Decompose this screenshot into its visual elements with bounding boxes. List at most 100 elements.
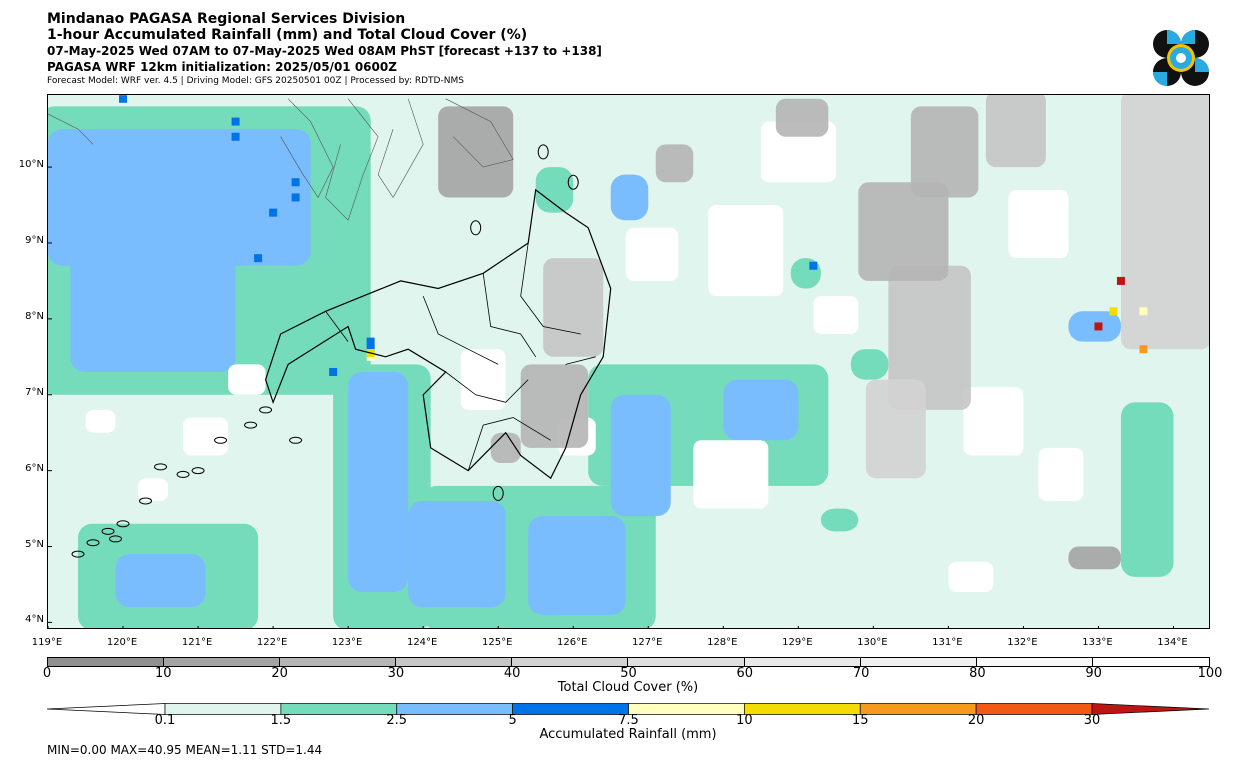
cloud-colorbar-label: 10 bbox=[155, 666, 172, 681]
rain-colorbar-label: 0.1 bbox=[154, 713, 176, 728]
province-boundary bbox=[325, 311, 349, 342]
rain-cell bbox=[1139, 307, 1148, 316]
cloud-colorbar-label: 80 bbox=[969, 666, 986, 681]
province-boundary bbox=[422, 295, 499, 365]
cloud-colorbar-segment bbox=[860, 658, 977, 666]
rain-cell bbox=[1139, 345, 1148, 354]
rain-area bbox=[820, 508, 859, 532]
rain-area bbox=[850, 349, 889, 380]
lon-tick-label: 133°E bbox=[1082, 637, 1113, 648]
cloud-colorbar-segment bbox=[1092, 658, 1209, 666]
province-boundary bbox=[467, 417, 551, 471]
rain-cell bbox=[329, 367, 338, 376]
cloud-area bbox=[775, 98, 829, 137]
rain-colorbar-segment bbox=[975, 703, 1093, 715]
clear-sky-area bbox=[460, 349, 506, 410]
lat-tick-label: 7°N bbox=[25, 386, 44, 398]
lon-tick-label: 122°E bbox=[256, 637, 288, 648]
rain-cell bbox=[291, 193, 300, 202]
cloud-colorbar-label: 100 bbox=[1197, 666, 1223, 681]
rain-colorbar-segment bbox=[1091, 703, 1210, 715]
island-outline bbox=[191, 467, 205, 475]
cloud-colorbar-segment bbox=[48, 658, 165, 666]
cloud-colorbar-segment bbox=[164, 658, 281, 666]
clear-sky-area bbox=[85, 409, 116, 433]
clear-sky-area bbox=[760, 121, 836, 183]
clear-sky-area bbox=[1038, 447, 1084, 501]
rain-colorbar-segment bbox=[512, 703, 629, 715]
valid-time: 07-May-2025 Wed 07AM to 07-May-2025 Wed … bbox=[47, 44, 602, 58]
island-outline bbox=[176, 470, 190, 478]
map-title: Mindanao PAGASA Regional Services Divisi… bbox=[47, 11, 406, 27]
cloud-colorbar-segment bbox=[976, 658, 1093, 666]
clear-sky-area bbox=[708, 205, 784, 297]
rainfall-colorbar bbox=[47, 703, 1210, 715]
visayas-coastline bbox=[48, 113, 94, 145]
rain-colorbar-label: 30 bbox=[1083, 713, 1101, 728]
cloud-area bbox=[438, 106, 514, 198]
rain-colorbar-segment bbox=[164, 703, 282, 715]
rain-cell bbox=[809, 261, 818, 270]
rain-colorbar-segment bbox=[628, 703, 745, 715]
rain-cell bbox=[366, 337, 375, 346]
cloud-colorbar-label: 20 bbox=[271, 666, 288, 681]
province-boundary bbox=[482, 273, 537, 358]
clear-sky-area bbox=[813, 296, 859, 335]
island-outline bbox=[101, 527, 115, 535]
rain-colorbar-segment bbox=[47, 703, 166, 715]
lat-tick-label: 10°N bbox=[18, 159, 44, 171]
rain-area bbox=[115, 554, 206, 608]
island-outline bbox=[492, 485, 504, 501]
clear-sky-area bbox=[948, 561, 994, 593]
cloud-area bbox=[858, 182, 949, 281]
rain-colorbar-segment bbox=[859, 703, 977, 715]
island-outline bbox=[71, 550, 85, 558]
island-outline bbox=[116, 520, 130, 528]
rain-colorbar-segment bbox=[280, 703, 398, 715]
cloud-colorbar-segment bbox=[280, 658, 397, 666]
province-boundary bbox=[565, 356, 596, 365]
cloud-area bbox=[655, 144, 694, 183]
island-outline bbox=[289, 436, 303, 444]
rain-cell bbox=[1094, 322, 1103, 331]
cloud-colorbar-label: 30 bbox=[387, 666, 405, 681]
rain-area bbox=[1120, 402, 1174, 577]
pagasa-logo-icon bbox=[1153, 30, 1209, 86]
rain-cell bbox=[254, 254, 263, 263]
lon-tick-label: 120°E bbox=[106, 637, 138, 648]
rain-area bbox=[723, 379, 799, 441]
rain-cell bbox=[231, 132, 240, 141]
model-info: Forecast Model: WRF ver. 4.5 | Driving M… bbox=[47, 76, 464, 86]
cloud-area bbox=[865, 379, 926, 479]
rain-colorbar-label: 2.5 bbox=[386, 713, 408, 728]
visayas-coastline bbox=[377, 98, 424, 198]
cloud-area bbox=[543, 258, 604, 357]
rain-area bbox=[535, 167, 574, 213]
lat-tick-label: 6°N bbox=[25, 462, 44, 474]
map-subtitle: 1-hour Accumulated Rainfall (mm) and Tot… bbox=[47, 27, 528, 43]
lat-tick-label: 9°N bbox=[25, 234, 44, 246]
cloud-colorbar-label: 50 bbox=[620, 666, 637, 681]
cloud-colorbar-label: 90 bbox=[1085, 666, 1102, 681]
cloud-area bbox=[1068, 546, 1121, 570]
rain-area bbox=[48, 129, 311, 266]
lat-tick-label: 8°N bbox=[25, 310, 44, 322]
rain-colorbar-segment bbox=[396, 703, 513, 715]
rain-cell bbox=[291, 178, 300, 187]
rain-cell bbox=[1116, 276, 1125, 285]
visayas-coastline bbox=[280, 98, 334, 199]
visayas-coastline bbox=[445, 98, 514, 168]
lon-tick-label: 119°E bbox=[31, 637, 63, 648]
clear-sky-area bbox=[963, 387, 1024, 456]
cloud-area bbox=[910, 106, 979, 198]
lon-tick-label: 132°E bbox=[1007, 637, 1038, 648]
lon-tick-label: 123°E bbox=[331, 637, 363, 648]
lon-tick-label: 127°E bbox=[632, 637, 663, 648]
clear-sky-area bbox=[228, 364, 266, 395]
rain-area bbox=[348, 371, 409, 593]
forecast-map-canvas bbox=[48, 95, 1209, 628]
rain-cell bbox=[269, 208, 278, 217]
lon-tick-label: 124°E bbox=[406, 637, 438, 648]
island-outline bbox=[154, 463, 168, 471]
province-boundary bbox=[445, 371, 529, 403]
